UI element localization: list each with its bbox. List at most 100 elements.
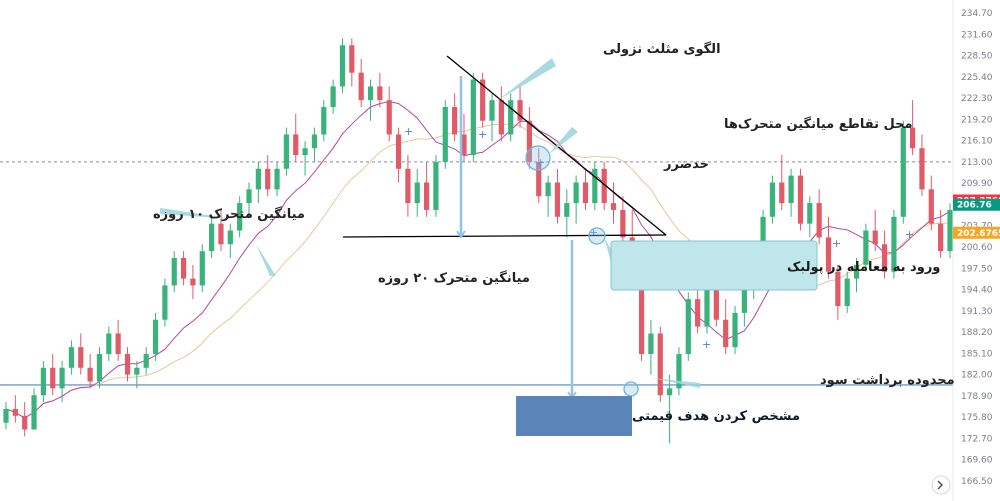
candle-body xyxy=(704,278,710,327)
candle-body xyxy=(423,182,430,210)
candle-body xyxy=(106,333,112,355)
candle-body xyxy=(825,237,832,272)
candle-body xyxy=(891,216,897,272)
candle-body xyxy=(732,312,738,348)
candle-body xyxy=(564,203,570,217)
candle-body xyxy=(162,285,168,320)
candle-body xyxy=(367,86,374,101)
candle-body xyxy=(620,209,626,238)
candle-body xyxy=(480,79,486,121)
candle-body xyxy=(377,86,383,101)
candle-body xyxy=(3,408,9,423)
candle-body xyxy=(573,182,579,204)
candle-body xyxy=(676,354,682,389)
cross-marker: + xyxy=(404,125,413,138)
candles-layer xyxy=(3,38,953,444)
candle-body xyxy=(115,333,121,355)
candle-body xyxy=(68,347,75,368)
candle-body xyxy=(78,347,84,368)
candle-body xyxy=(180,257,187,279)
candle-body xyxy=(124,354,131,375)
candle-body xyxy=(330,86,336,108)
candle-body xyxy=(274,168,280,190)
candle-body xyxy=(489,100,495,121)
candle-body xyxy=(218,223,224,245)
y-tick-label: 209.90 xyxy=(961,179,993,189)
price-tag xyxy=(953,198,1000,211)
ma-cross-circle xyxy=(525,145,551,171)
candle-body xyxy=(190,278,196,286)
y-tick-label: 200.60 xyxy=(961,243,993,253)
candle-body xyxy=(22,415,28,430)
candle-body xyxy=(171,257,177,286)
triangle-pattern-label: الگوی مثلث نزولی xyxy=(603,41,721,57)
candle-body xyxy=(87,367,93,382)
y-tick-label: 216.10 xyxy=(961,137,993,147)
candle-body xyxy=(545,182,551,197)
levels-layer xyxy=(0,161,953,386)
triangle-base-line xyxy=(342,234,667,238)
y-tick-label: 197.50 xyxy=(961,264,993,274)
candle-body xyxy=(386,100,392,135)
candle-body xyxy=(143,354,149,368)
ma-cross-label: محل تقاطع میانگین متحرک‌ها xyxy=(724,116,913,132)
candle-body xyxy=(723,319,729,348)
candle-body xyxy=(12,408,18,416)
candle-body xyxy=(938,223,944,252)
y-tick-label: 185.10 xyxy=(961,349,993,359)
candle-body xyxy=(947,209,953,252)
y-tick-label: 213.00 xyxy=(961,158,993,168)
price-axis: 234.70 231.60 228.50 225.40 222.30 219.20 216.… xyxy=(952,0,1000,501)
y-tick-label: 225.40 xyxy=(961,73,993,83)
candle-body xyxy=(59,367,65,389)
candle-body xyxy=(900,127,906,217)
candle-body xyxy=(209,223,215,252)
candle-body xyxy=(816,203,822,238)
triangle-label-pointer xyxy=(498,58,556,100)
candle-body xyxy=(769,182,776,217)
candle-body xyxy=(405,168,411,204)
candle-body xyxy=(358,72,364,101)
candle-body xyxy=(741,285,747,313)
y-tick-label: 191.30 xyxy=(961,307,993,317)
ma10-label: میانگین متحرک ۱۰ روزه xyxy=(153,206,305,222)
candle-body xyxy=(807,203,813,224)
candle-body xyxy=(601,168,607,204)
candle-body xyxy=(638,271,645,355)
candle-body xyxy=(928,189,934,224)
caution-label: حدضرر xyxy=(663,157,709,172)
candle-body xyxy=(872,230,878,245)
y-tick-label: 188.20 xyxy=(961,328,993,338)
candle-body xyxy=(395,134,402,169)
candle-body xyxy=(134,367,140,375)
candle-body xyxy=(713,278,719,320)
candle-body xyxy=(461,134,467,156)
pullback-circle xyxy=(588,227,606,245)
price-tag-label: 202.6765 xyxy=(957,229,1000,239)
candle-body xyxy=(610,203,617,210)
y-tick-label: 169.60 xyxy=(961,456,993,466)
y-tick-label: 178.90 xyxy=(961,392,993,402)
candle-body xyxy=(227,230,233,245)
cross-marker: + xyxy=(589,226,598,239)
y-tick-label: 194.40 xyxy=(961,286,993,296)
candle-body xyxy=(339,45,346,87)
candle-body xyxy=(554,182,561,217)
candle-body xyxy=(844,278,850,307)
candle-body xyxy=(498,100,504,135)
arrow-head xyxy=(456,230,466,239)
candle-body xyxy=(152,319,159,355)
candle-body xyxy=(853,264,860,279)
candle-body xyxy=(302,148,308,156)
candle-body xyxy=(863,230,869,265)
candle-body xyxy=(779,182,785,204)
candle-body xyxy=(311,134,318,149)
candle-body xyxy=(788,175,794,204)
candle-body xyxy=(452,107,458,135)
target-zone-label: محدوده برداشت سود xyxy=(820,373,955,388)
candle-body xyxy=(648,333,654,355)
ma20-pointer xyxy=(256,244,276,276)
candle-body xyxy=(582,182,589,204)
